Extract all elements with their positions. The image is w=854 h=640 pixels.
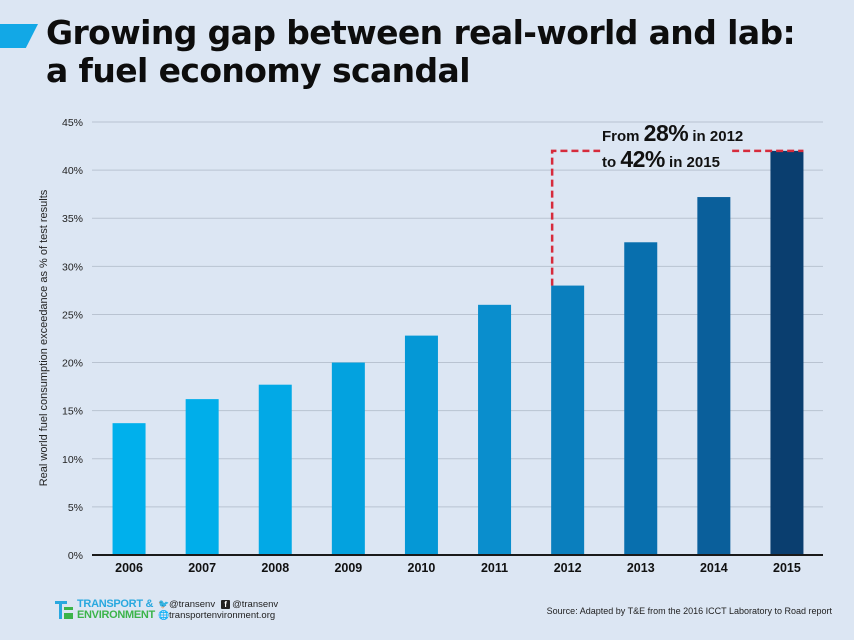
- page-title: Growing gap between real-world and lab: …: [46, 13, 796, 90]
- annotation-from-value: 28%: [643, 120, 689, 146]
- brand-logo[interactable]: TRANSPORT & ENVIRONMENT: [55, 599, 155, 621]
- brand-line-2: ENVIRONMENT: [77, 609, 155, 621]
- annotation-line-2: to 42% in 2015: [602, 148, 743, 174]
- bar-2007: [185, 399, 219, 555]
- bar-2009: [331, 362, 365, 555]
- y-tick-label: 20%: [62, 358, 83, 370]
- y-tick-label: 35%: [62, 213, 83, 225]
- x-tick-label: 2006: [115, 561, 143, 575]
- x-tick-label: 2007: [188, 561, 216, 575]
- annotation-to-prefix: to: [602, 154, 621, 171]
- title-line-2: a fuel economy scandal: [46, 51, 471, 90]
- y-tick-label: 30%: [62, 261, 83, 273]
- bar-2013: [624, 242, 658, 555]
- bar-2010: [404, 335, 438, 555]
- y-tick-label: 40%: [62, 165, 83, 177]
- x-tick-label: 2013: [627, 561, 655, 575]
- bar-2012: [551, 285, 585, 555]
- y-tick-label: 5%: [68, 502, 83, 514]
- facebook-handle[interactable]: @transenv: [232, 599, 279, 610]
- bar-2008: [258, 384, 292, 555]
- facebook-icon: f: [221, 600, 231, 609]
- y-tick-label: 10%: [62, 454, 83, 466]
- y-tick-labels: 0% 5% 10% 15% 20% 25% 30% 35% 40% 45%: [62, 117, 83, 562]
- bar-2015: [770, 150, 804, 555]
- website-link[interactable]: transportenvironment.org: [169, 610, 276, 621]
- y-axis-label: Real world fuel consumption exceedance a…: [38, 189, 50, 487]
- x-tick-label: 2012: [554, 561, 582, 575]
- annotation-line-1: From 28% in 2012: [602, 122, 743, 148]
- x-tick-label: 2011: [481, 561, 508, 575]
- annotation-dashed-line: [550, 149, 804, 286]
- globe-icon: 🌐: [158, 610, 170, 620]
- x-tick-label: 2015: [773, 561, 801, 575]
- annotation-to-value: 42%: [620, 146, 665, 172]
- bar-2011: [478, 304, 512, 555]
- twitter-icon: 🐦: [158, 599, 170, 609]
- y-tick-label: 45%: [62, 117, 83, 129]
- y-tick-label: 15%: [62, 406, 83, 418]
- bar-2006: [112, 423, 146, 555]
- annotation-to-suffix: in 2015: [664, 154, 720, 171]
- x-tick-labels: 2006 2007 2008 2009 2010 2011 2012 2013 2014 2015: [115, 561, 801, 575]
- y-tick-label: 25%: [62, 309, 83, 321]
- source-note: Source: Adapted by T&E from the 2016 ICC…: [546, 606, 832, 616]
- title-line-1: Growing gap between real-world and lab:: [46, 13, 796, 52]
- brand-name: TRANSPORT & ENVIRONMENT: [77, 599, 155, 621]
- annotation-from-prefix: From: [602, 128, 644, 145]
- annotation-from-suffix: in 2012: [688, 128, 744, 145]
- brand-line-1: TRANSPORT &: [77, 598, 154, 610]
- social-links: 🐦@transenv f @transenv 🌐transportenvironme…: [158, 599, 278, 621]
- bar-2014: [697, 197, 731, 555]
- x-tick-label: 2008: [261, 561, 289, 575]
- x-tick-label: 2010: [408, 561, 436, 575]
- bars: [112, 150, 804, 555]
- twitter-handle[interactable]: @transenv: [169, 599, 216, 610]
- annotation-callout: From 28% in 2012 to 42% in 2015: [602, 122, 743, 174]
- social-row-1: 🐦@transenv f @transenv: [158, 599, 278, 610]
- y-tick-label: 0%: [68, 550, 83, 562]
- annotation-dash-left: [550, 149, 601, 286]
- x-tick-label: 2014: [700, 561, 728, 575]
- social-row-2: 🌐transportenvironment.org: [158, 610, 278, 621]
- te-logo-icon: [55, 601, 73, 619]
- x-tick-label: 2009: [334, 561, 362, 575]
